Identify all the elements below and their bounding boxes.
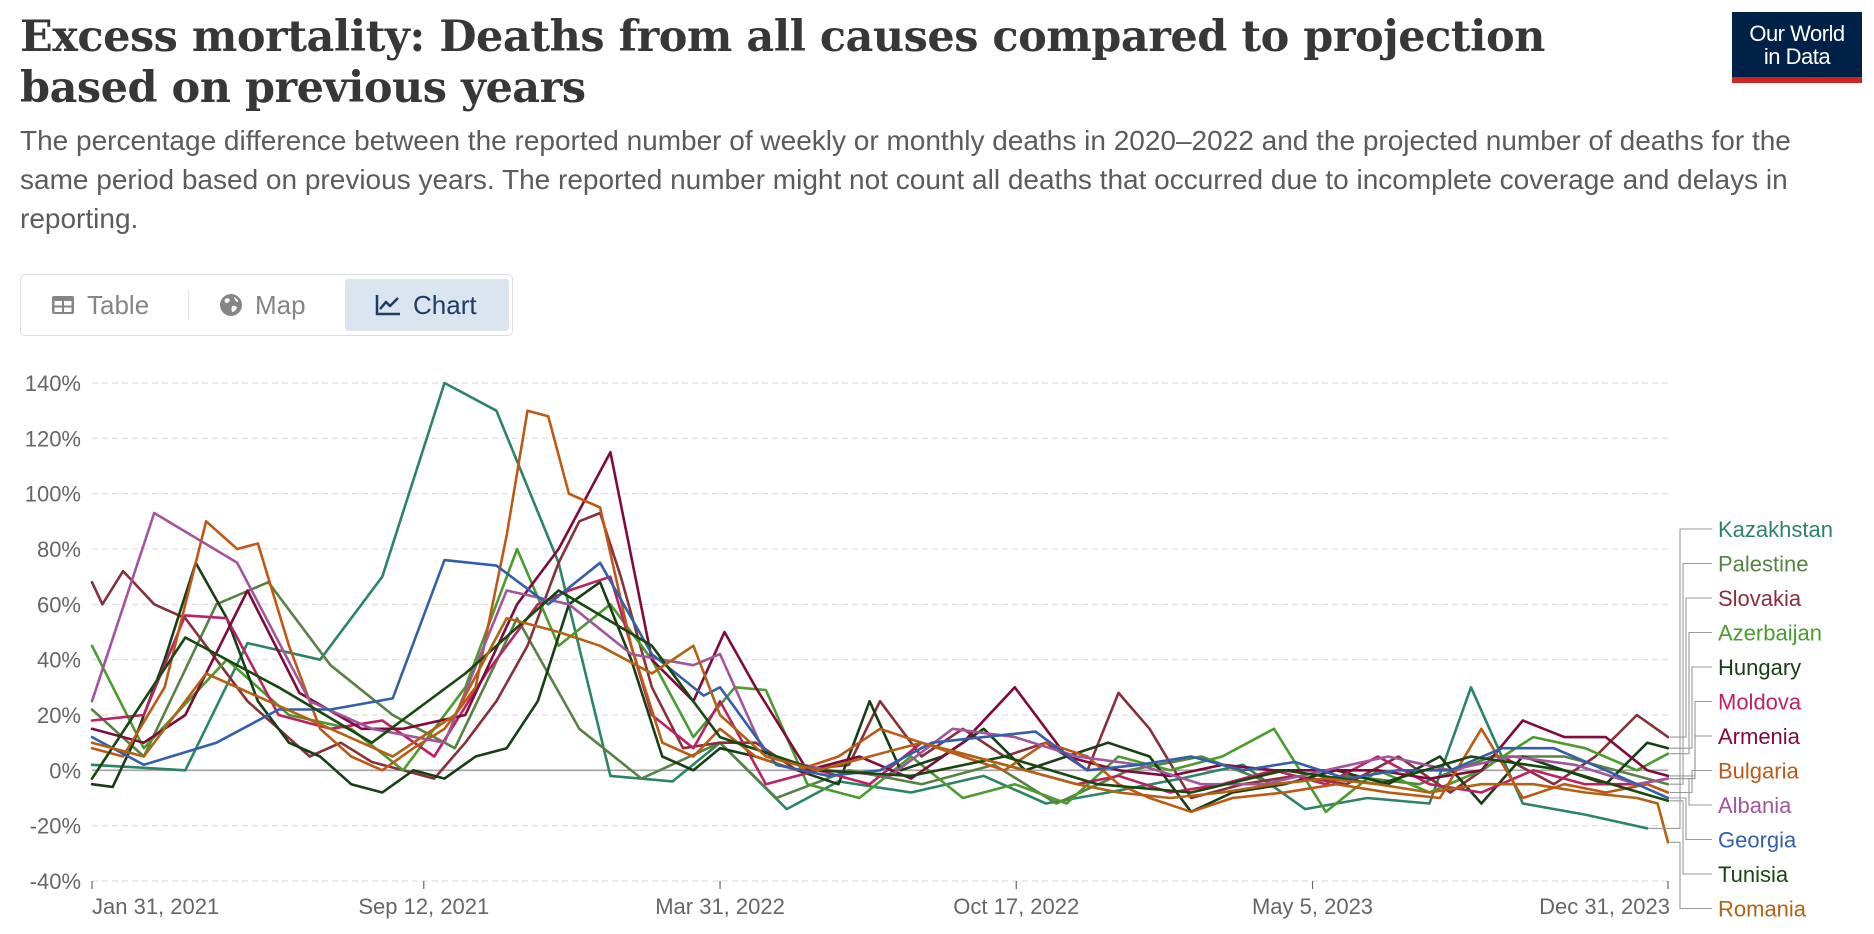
x-tick-label: Sep 12, 2021 [358,894,489,919]
legend-connector [1670,597,1712,738]
legend-connector [1649,528,1712,829]
tab-chart-label: Chart [413,289,477,320]
x-tick-label: Oct 17, 2022 [953,894,1079,919]
x-tick-label: Dec 31, 2023 [1539,894,1670,919]
owid-logo[interactable]: Our World in Data [1732,12,1862,83]
y-tick-label: 40% [37,648,81,673]
legend-label-armenia: Armenia [1718,724,1801,749]
line-chart-icon [375,295,400,316]
legend-label-kazakhstan: Kazakhstan [1718,517,1833,542]
x-tick-label: May 5, 2023 [1252,894,1373,919]
x-tick-label: Jan 31, 2021 [92,894,219,919]
legend-label-bulgaria: Bulgaria [1718,759,1799,784]
legend-connector [1670,841,1712,910]
legend-label-tunisia: Tunisia [1718,862,1789,887]
legend-connector [1670,778,1712,806]
tab-chart[interactable]: Chart [345,279,509,331]
tab-table[interactable]: Table [51,279,181,331]
series-line-romania [90,616,1670,844]
legend-connector [1670,735,1712,777]
y-tick-label: -40% [30,869,81,894]
chart-title: Excess mortality: Deaths from all causes… [20,12,1545,113]
y-tick-label: 80% [37,537,81,562]
tab-divider [188,290,189,320]
tab-table-label: Table [87,289,150,320]
y-tick-label: 140% [25,371,81,396]
series-line-bulgaria [90,409,1670,814]
legend-connector [1670,631,1712,755]
series-line-georgia [90,558,1670,800]
legend-label-georgia: Georgia [1718,828,1797,853]
line-chart: 140% 120% 100% 80% 60% 40% 20% 0% -20% -40% Jan 31… [25,371,1833,922]
legend-connector [1670,666,1712,749]
legend-label-romania: Romania [1718,897,1807,922]
y-tick-label: 120% [25,426,81,451]
legend-label-palestine: Palestine [1718,552,1809,577]
legend-connector [1670,700,1712,780]
legend-connector [1670,800,1712,875]
legend-connector [1670,562,1712,785]
chart-subtitle: The percentage difference between the re… [20,125,1791,234]
x-tick-label: Mar 31, 2022 [655,894,785,919]
globe-icon [220,294,242,316]
legend-label-hungary: Hungary [1718,655,1801,680]
legend-label-moldova: Moldova [1718,690,1802,715]
legend-label-azerbaijan: Azerbaijan [1718,621,1822,646]
legend-label-slovakia: Slovakia [1718,586,1802,611]
table-icon [52,296,74,314]
y-tick-label: 100% [25,482,81,507]
legend-connector [1670,797,1712,841]
legend-connector [1670,769,1712,794]
y-tick-label: -20% [30,814,81,839]
y-tick-label: 0% [49,758,81,783]
series-line-azerbaijan [90,547,1670,814]
y-tick-label: 60% [37,592,81,617]
tab-map-label: Map [255,289,306,320]
view-tabs: Table Map Chart [20,274,513,336]
tab-map[interactable]: Map [219,279,339,331]
y-tick-label: 20% [37,703,81,728]
legend-label-albania: Albania [1718,793,1792,818]
series-line-tunisia [90,589,1670,803]
logo-line-2: in Data [1763,44,1831,69]
logo-line-1: Our World [1749,21,1845,46]
series-line-slovakia [90,511,1670,800]
